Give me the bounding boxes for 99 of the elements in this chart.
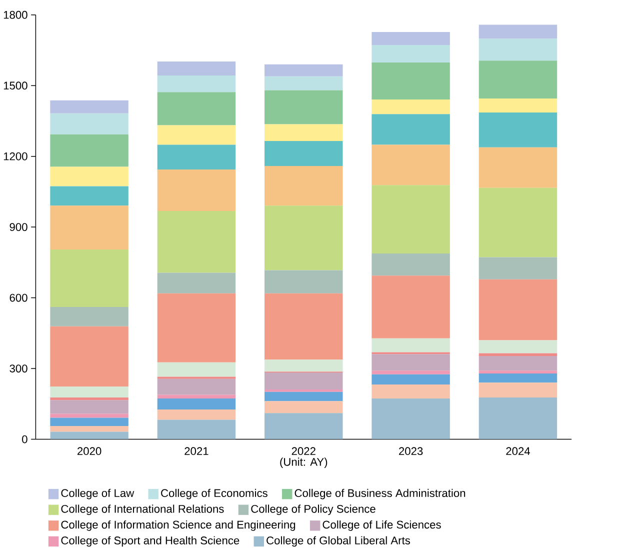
- x-tick-label: 2021: [184, 447, 208, 456]
- bar: [50, 426, 128, 432]
- bar: [50, 418, 128, 426]
- bar: [264, 401, 343, 414]
- bar: [50, 100, 128, 114]
- bar: [264, 124, 343, 142]
- bar: [264, 90, 343, 124]
- bar: [264, 413, 343, 440]
- bar: [50, 432, 128, 440]
- x-axis-title: (Unit: AY): [280, 458, 328, 468]
- legend-label: College of Global Liberal Arts: [266, 536, 410, 547]
- bar: [50, 414, 128, 418]
- bar: [157, 376, 236, 380]
- bar: [264, 64, 343, 76]
- bar: [372, 185, 450, 254]
- legend-label: College of International Relations: [61, 504, 224, 516]
- x-tick-label: 2024: [506, 447, 530, 456]
- legend-label: College of Policy Science: [251, 504, 376, 516]
- bar: [50, 307, 128, 326]
- bar: [372, 398, 450, 440]
- bar: [478, 280, 558, 340]
- bar: [157, 92, 236, 126]
- bar: [264, 270, 343, 294]
- bar: [157, 398, 236, 410]
- bar: [478, 24, 558, 39]
- bar: [50, 114, 128, 134]
- bar: [264, 76, 343, 90]
- bar: [157, 272, 236, 294]
- y-tick-label: 1800: [4, 11, 28, 19]
- bar: [478, 60, 558, 99]
- bar: [264, 206, 343, 270]
- y-tick-label: 0: [22, 435, 28, 444]
- bar: [50, 398, 128, 400]
- bar: [264, 141, 343, 166]
- bar: [372, 354, 450, 371]
- bar: [50, 134, 128, 167]
- bar: [50, 400, 128, 414]
- legend-label: College of Economics: [161, 489, 268, 500]
- bar: [50, 326, 128, 387]
- bar: [264, 166, 343, 206]
- bar: [372, 254, 450, 276]
- legend-label: College of Business Administration: [294, 489, 466, 500]
- bar: [157, 62, 236, 76]
- legend-label: College of Life Sciences: [322, 520, 441, 531]
- bar: [372, 62, 450, 100]
- bar: [478, 398, 558, 440]
- legend-label: College of Information Science and Engineering: [61, 520, 296, 531]
- bar: [372, 45, 450, 63]
- bar: [157, 394, 236, 399]
- bar: [157, 420, 236, 440]
- y-tick-label: 300: [10, 364, 28, 373]
- bar: [478, 370, 558, 374]
- bar: [372, 374, 450, 385]
- bar: [157, 379, 236, 395]
- bar: [157, 125, 236, 145]
- bar: [372, 100, 450, 114]
- y-tick-label: 600: [10, 294, 28, 302]
- bar: [372, 338, 450, 352]
- bar: [157, 144, 236, 170]
- bar: [264, 392, 343, 402]
- bar: [478, 257, 558, 280]
- bar: [157, 293, 236, 363]
- bar: [264, 360, 343, 372]
- x-tick-label: 2022: [292, 447, 316, 456]
- bar: [50, 386, 128, 398]
- y-tick-label: 1200: [4, 152, 28, 160]
- bar: [372, 144, 450, 186]
- bar: [264, 372, 343, 390]
- bar: [50, 186, 128, 206]
- bar: [478, 147, 558, 188]
- bar: [478, 382, 558, 398]
- bar: [372, 276, 450, 338]
- bar: [478, 374, 558, 383]
- bar: [157, 410, 236, 420]
- bar: [478, 188, 558, 258]
- bar: [157, 76, 236, 92]
- bar: [157, 211, 236, 273]
- y-tick-label: 1500: [4, 82, 28, 90]
- bar: [372, 370, 450, 375]
- bar: [372, 384, 450, 399]
- bar: [372, 32, 450, 46]
- x-tick-label: 2023: [399, 447, 423, 456]
- bar: [372, 114, 450, 145]
- bar: [478, 356, 558, 371]
- legend-label: College of Law: [61, 489, 134, 500]
- bar: [264, 293, 343, 360]
- bar: [478, 353, 558, 356]
- y-tick-label: 900: [10, 223, 28, 232]
- bar: [478, 98, 558, 113]
- bar: [50, 206, 128, 250]
- bar: [50, 250, 128, 308]
- legend-label: College of Sport and Health Science: [61, 536, 240, 547]
- bar: [478, 38, 558, 61]
- bar: [157, 362, 236, 377]
- bar: [50, 166, 128, 186]
- bar: [478, 340, 558, 354]
- x-tick-label: 2020: [77, 447, 102, 456]
- bar: [157, 170, 236, 212]
- bar: [478, 112, 558, 148]
